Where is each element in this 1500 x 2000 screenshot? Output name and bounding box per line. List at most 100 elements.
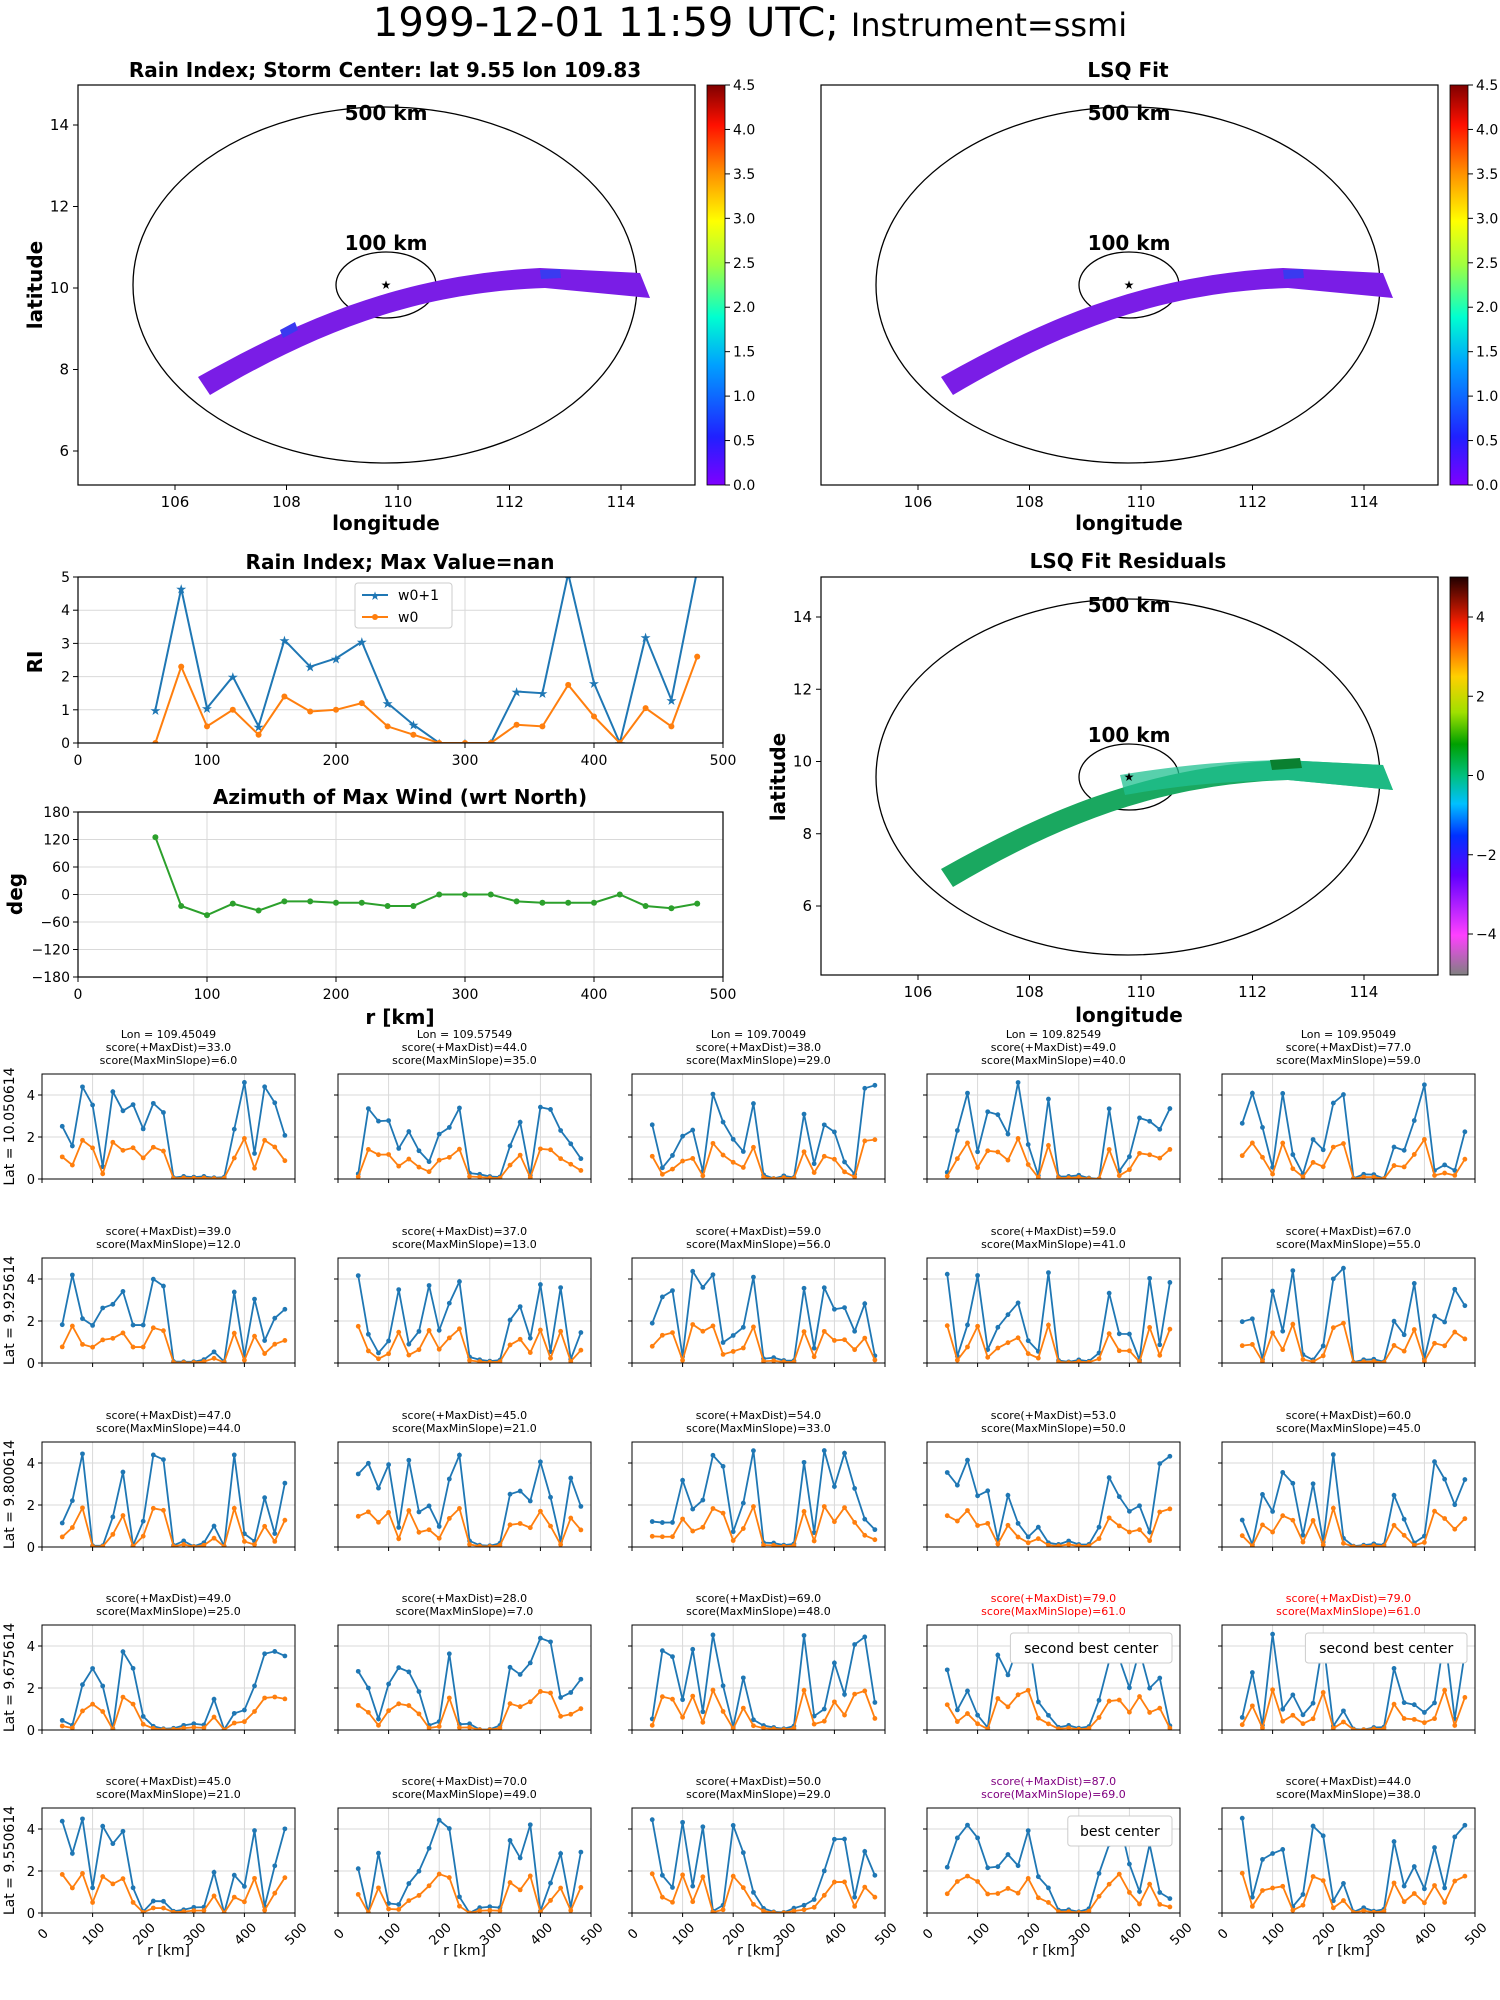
data-point: [457, 1105, 462, 1111]
data-point: [161, 1727, 166, 1730]
cell-series: [355, 1817, 584, 1913]
data-point: [1076, 1359, 1082, 1363]
data-point: [161, 1283, 166, 1289]
data-point: [507, 1162, 513, 1168]
data-point: [578, 1503, 584, 1509]
data-point: ★: [433, 737, 445, 752]
rain-map-ytick-tick-label: 14: [50, 116, 69, 134]
data-point: [1381, 1360, 1387, 1363]
data-point: [649, 1533, 655, 1539]
data-point: [120, 1147, 126, 1153]
colorbar-tick-label: 1.5: [733, 345, 755, 361]
data-point: [710, 1091, 716, 1097]
data-point: [80, 1084, 85, 1090]
xtick-label: 400: [1117, 1920, 1145, 1948]
data-point: [862, 1532, 868, 1538]
data-point: [1462, 1695, 1468, 1700]
lsq-map-label-500: 500 km: [1088, 101, 1171, 125]
ytick-label: −60: [40, 915, 70, 931]
data-point: [1116, 1871, 1122, 1877]
data-point: [548, 1639, 553, 1645]
resid-map-xtick-tick-label: 114: [1350, 983, 1379, 1001]
data-point: [568, 1690, 574, 1695]
data-point: [410, 902, 417, 909]
cell-frame: [337, 1441, 592, 1548]
xtick-label: 400: [1412, 1920, 1440, 1948]
data-point: [944, 1891, 950, 1897]
data-point: [527, 1350, 533, 1355]
data-point: [365, 1348, 371, 1354]
resid-map-xtick-tick-label: 106: [904, 983, 933, 1001]
data-point: [832, 1879, 837, 1885]
data-point: [262, 1137, 268, 1143]
grid-cell: score(+MaxDist)=45.0score(MaxMinSlope)=2…: [2, 1775, 311, 1959]
xtick-label: 200: [323, 753, 350, 769]
data-point: [1351, 1176, 1356, 1179]
data-point: [539, 723, 546, 730]
data-point: [680, 1516, 685, 1522]
data-point: [781, 1727, 787, 1730]
data-point: [386, 1152, 391, 1157]
data-point: [1290, 1268, 1296, 1274]
data-point: [487, 740, 494, 743]
data-point: [1096, 1356, 1102, 1362]
data-point: [517, 1488, 523, 1494]
data-point: ★: [511, 686, 523, 701]
data-point: [161, 1110, 166, 1115]
data-point: [477, 1908, 483, 1913]
data-point: [457, 1326, 462, 1332]
data-point: [376, 1152, 381, 1158]
data-point: [944, 1173, 950, 1179]
data-point: [690, 1693, 696, 1699]
data-point: [396, 1329, 402, 1335]
data-point: [201, 1725, 207, 1730]
data-point: [1280, 1847, 1286, 1852]
data-point: [376, 1722, 381, 1728]
data-point: [1330, 1276, 1336, 1282]
series-line: [357, 1637, 582, 1730]
data-point: [231, 1452, 237, 1458]
data-point: [995, 1112, 1001, 1118]
data-point: [1310, 1716, 1316, 1722]
cell-score-maxminslope: score(MaxMinSlope)=55.0: [1276, 1238, 1421, 1251]
data-point: [720, 1351, 726, 1357]
data-point: [1462, 1822, 1468, 1828]
data-point: [1442, 1343, 1448, 1349]
data-point: [416, 1509, 422, 1515]
lsq-map-title: LSQ Fit: [1087, 58, 1169, 82]
data-point: [730, 1333, 736, 1338]
data-point: [1442, 1516, 1448, 1521]
data-point: [710, 1140, 716, 1146]
rain-map-xtick-tick-label: 114: [607, 493, 636, 511]
data-point: [1320, 1833, 1326, 1839]
data-point: [396, 1907, 402, 1912]
data-point: [720, 1463, 726, 1469]
data-point: [386, 1906, 391, 1912]
data-point: [517, 1119, 523, 1125]
data-point: [965, 1090, 970, 1096]
data-point: [781, 1175, 787, 1179]
cell-frame: [41, 1441, 296, 1548]
xtick-label: 400: [528, 1920, 556, 1948]
data-point: [1157, 1352, 1163, 1358]
data-point: [1401, 1899, 1407, 1905]
data-point: [944, 1271, 950, 1277]
data-point: [852, 1903, 858, 1909]
data-point: [1137, 1901, 1142, 1907]
data-point: [1056, 1726, 1061, 1730]
series-line: [61, 1453, 286, 1547]
data-point: [1015, 1692, 1021, 1698]
data-point: [965, 1344, 970, 1350]
data-point: [457, 1506, 462, 1511]
lsq-map-colorbar: [1449, 84, 1469, 486]
data-point: [1462, 1129, 1468, 1135]
data-point: [252, 1333, 257, 1339]
data-point: [272, 1649, 278, 1654]
data-point: [680, 1477, 685, 1483]
data-point: [558, 1328, 564, 1334]
data-point: [487, 1544, 493, 1547]
cell-note-box: [1067, 1815, 1173, 1847]
data-point: [1351, 1544, 1356, 1547]
xtick-label: 500: [710, 987, 737, 1003]
